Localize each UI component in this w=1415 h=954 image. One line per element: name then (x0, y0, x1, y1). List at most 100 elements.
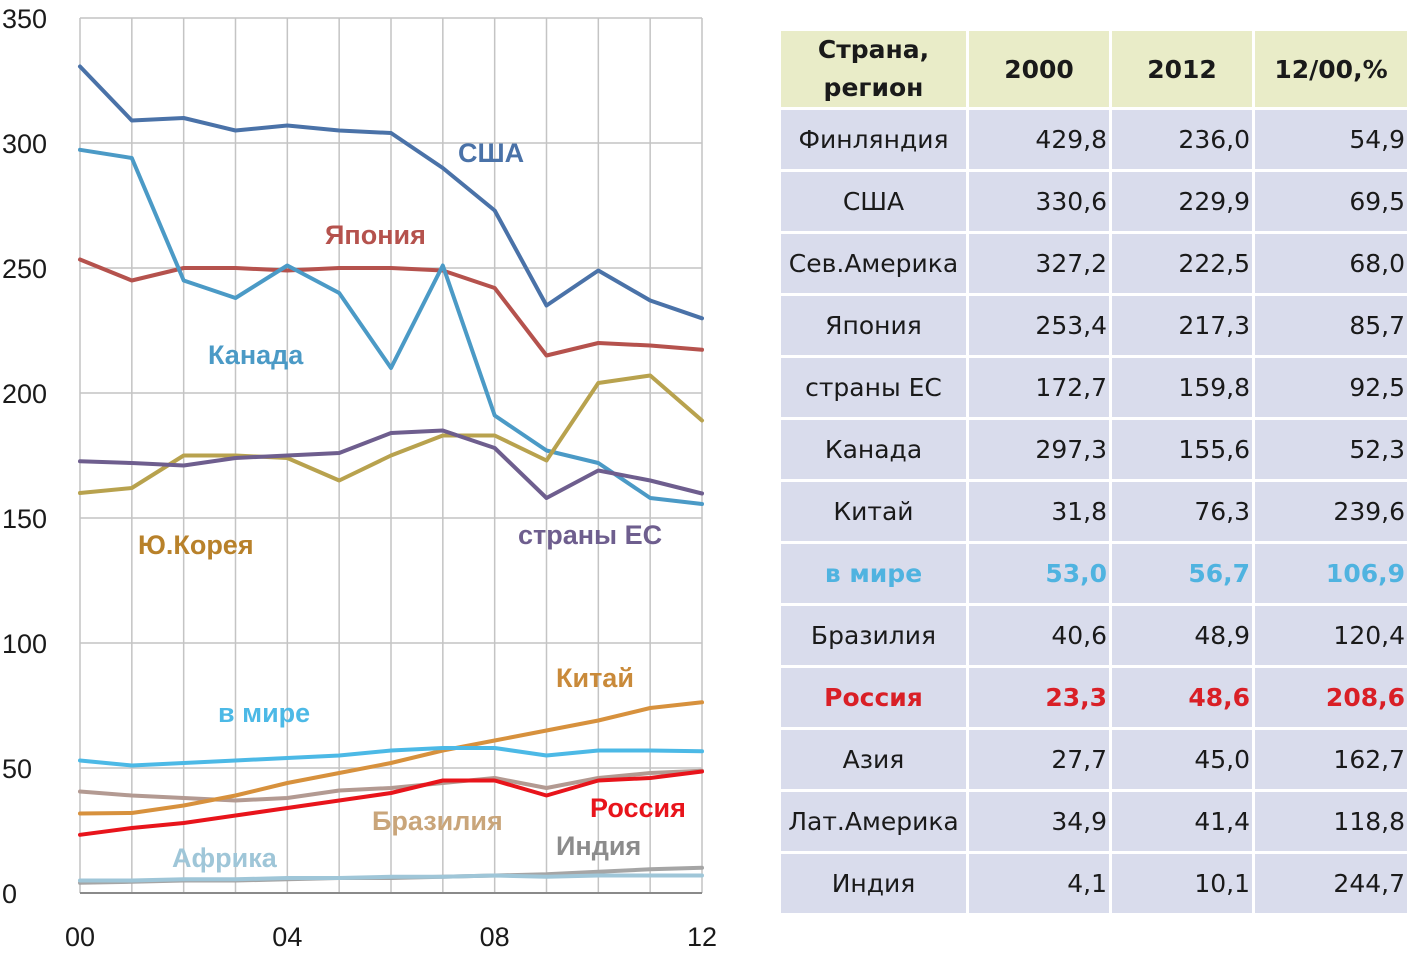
header-2000: 2000 (969, 31, 1109, 107)
table-row: США 330,6 229,9 69,5 (781, 172, 1407, 231)
cell-ratio: 68,0 (1255, 234, 1407, 293)
table-row: Бразилия 40,6 48,9 120,4 (781, 606, 1407, 665)
cell-2012: 217,3 (1112, 296, 1252, 355)
table-row: Лат.Америка 34,9 41,4 118,8 (781, 792, 1407, 851)
cell-country: Япония (781, 296, 966, 355)
table-row: страны ЕС 172,7 159,8 92,5 (781, 358, 1407, 417)
cell-2012: 76,3 (1112, 482, 1252, 541)
cell-2012: 236,0 (1112, 110, 1252, 169)
header-country: Страна, регион (781, 31, 966, 107)
series-line-japan (78, 257, 704, 358)
y-tick-label: 0 (2, 879, 17, 909)
cell-ratio: 239,6 (1255, 482, 1407, 541)
cell-2000: 327,2 (969, 234, 1109, 293)
cell-2012: 48,6 (1112, 668, 1252, 727)
cell-2000: 23,3 (969, 668, 1109, 727)
y-tick-label: 100 (2, 629, 47, 659)
series-label-usa: США (458, 138, 524, 168)
cell-2000: 4,1 (969, 854, 1109, 913)
line-chart: США Япония Канада Ю.Корея страны ЕС Китай в ми… (2, 4, 717, 952)
cell-country: Финляндия (781, 110, 966, 169)
data-table: Страна, регион 2000 2012 12/00,% Финлянди… (778, 28, 1410, 916)
cell-2000: 34,9 (969, 792, 1109, 851)
cell-2000: 27,7 (969, 730, 1109, 789)
series-label-world: в мире (218, 698, 310, 728)
cell-2012: 45,0 (1112, 730, 1252, 789)
table-row: Япония 253,4 217,3 85,7 (781, 296, 1407, 355)
cell-2012: 56,7 (1112, 544, 1252, 603)
cell-ratio: 54,9 (1255, 110, 1407, 169)
y-tick-label: 200 (2, 379, 47, 409)
series-label-china: Китай (556, 663, 634, 693)
table-header-row: Страна, регион 2000 2012 12/00,% (781, 31, 1407, 107)
cell-2012: 159,8 (1112, 358, 1252, 417)
cell-ratio: 92,5 (1255, 358, 1407, 417)
cell-ratio: 120,4 (1255, 606, 1407, 665)
axis-ticks: 0 50 100 150 200 250 300 350 00 04 08 12 (2, 4, 717, 952)
cell-country: Канада (781, 420, 966, 479)
series-label-canada: Канада (208, 340, 304, 370)
table-row: Китай 31,8 76,3 239,6 (781, 482, 1407, 541)
table-row: в мире 53,0 56,7 106,9 (781, 544, 1407, 603)
cell-2012: 229,9 (1112, 172, 1252, 231)
cell-2012: 10,1 (1112, 854, 1252, 913)
grid (79, 17, 703, 894)
cell-country: в мире (781, 544, 966, 603)
x-tick-label: 12 (687, 922, 717, 952)
header-country-line2: регион (823, 73, 924, 102)
cell-2000: 330,6 (969, 172, 1109, 231)
series-label-africa: Африка (172, 843, 278, 873)
series-line-world (78, 746, 704, 768)
series-label-japan: Япония (325, 220, 426, 250)
cell-2012: 155,6 (1112, 420, 1252, 479)
table-row: Финляндия 429,8 236,0 54,9 (781, 110, 1407, 169)
series-label-india: Индия (556, 831, 641, 861)
series-lines (78, 64, 704, 885)
cell-country: Азия (781, 730, 966, 789)
table-row: Россия 23,3 48,6 208,6 (781, 668, 1407, 727)
cell-country: Сев.Америка (781, 234, 966, 293)
cell-2012: 41,4 (1112, 792, 1252, 851)
cell-country: Бразилия (781, 606, 966, 665)
cell-country: Китай (781, 482, 966, 541)
y-tick-label: 350 (2, 4, 47, 34)
y-tick-label: 50 (2, 754, 32, 784)
series-line-brazil (78, 768, 704, 803)
cell-2000: 429,8 (969, 110, 1109, 169)
header-2012: 2012 (1112, 31, 1252, 107)
table-row: Сев.Америка 327,2 222,5 68,0 (781, 234, 1407, 293)
cell-ratio: 244,7 (1255, 854, 1407, 913)
series-line-china (78, 700, 704, 816)
cell-country: Индия (781, 854, 966, 913)
cell-country: страны ЕС (781, 358, 966, 417)
series-line-usa (78, 64, 704, 321)
series-label-korea: Ю.Корея (138, 530, 254, 560)
cell-2000: 40,6 (969, 606, 1109, 665)
cell-country: Россия (781, 668, 966, 727)
cell-2000: 31,8 (969, 482, 1109, 541)
cell-2012: 222,5 (1112, 234, 1252, 293)
series-label-russia: Россия (590, 793, 686, 823)
series-line-africa (78, 873, 704, 883)
cell-country: Лат.Америка (781, 792, 966, 851)
table-body: Финляндия 429,8 236,0 54,9 США 330,6 229,9 69,5… (781, 110, 1407, 913)
header-ratio: 12/00,% (1255, 31, 1407, 107)
series-line-korea (78, 373, 704, 495)
cell-2000: 172,7 (969, 358, 1109, 417)
table-row: Азия 27,7 45,0 162,7 (781, 730, 1407, 789)
cell-ratio: 85,7 (1255, 296, 1407, 355)
series-labels: США Япония Канада Ю.Корея страны ЕС Китай в ми… (138, 138, 686, 873)
y-tick-label: 150 (2, 504, 47, 534)
cell-ratio: 52,3 (1255, 420, 1407, 479)
cell-ratio: 69,5 (1255, 172, 1407, 231)
cell-ratio: 118,8 (1255, 792, 1407, 851)
table-row: Канада 297,3 155,6 52,3 (781, 420, 1407, 479)
y-tick-label: 250 (2, 254, 47, 284)
cell-ratio: 162,7 (1255, 730, 1407, 789)
series-label-eu: страны ЕС (518, 520, 662, 550)
series-line-eu (78, 428, 704, 500)
cell-country: США (781, 172, 966, 231)
cell-2012: 48,9 (1112, 606, 1252, 665)
cell-ratio: 208,6 (1255, 668, 1407, 727)
cell-ratio: 106,9 (1255, 544, 1407, 603)
